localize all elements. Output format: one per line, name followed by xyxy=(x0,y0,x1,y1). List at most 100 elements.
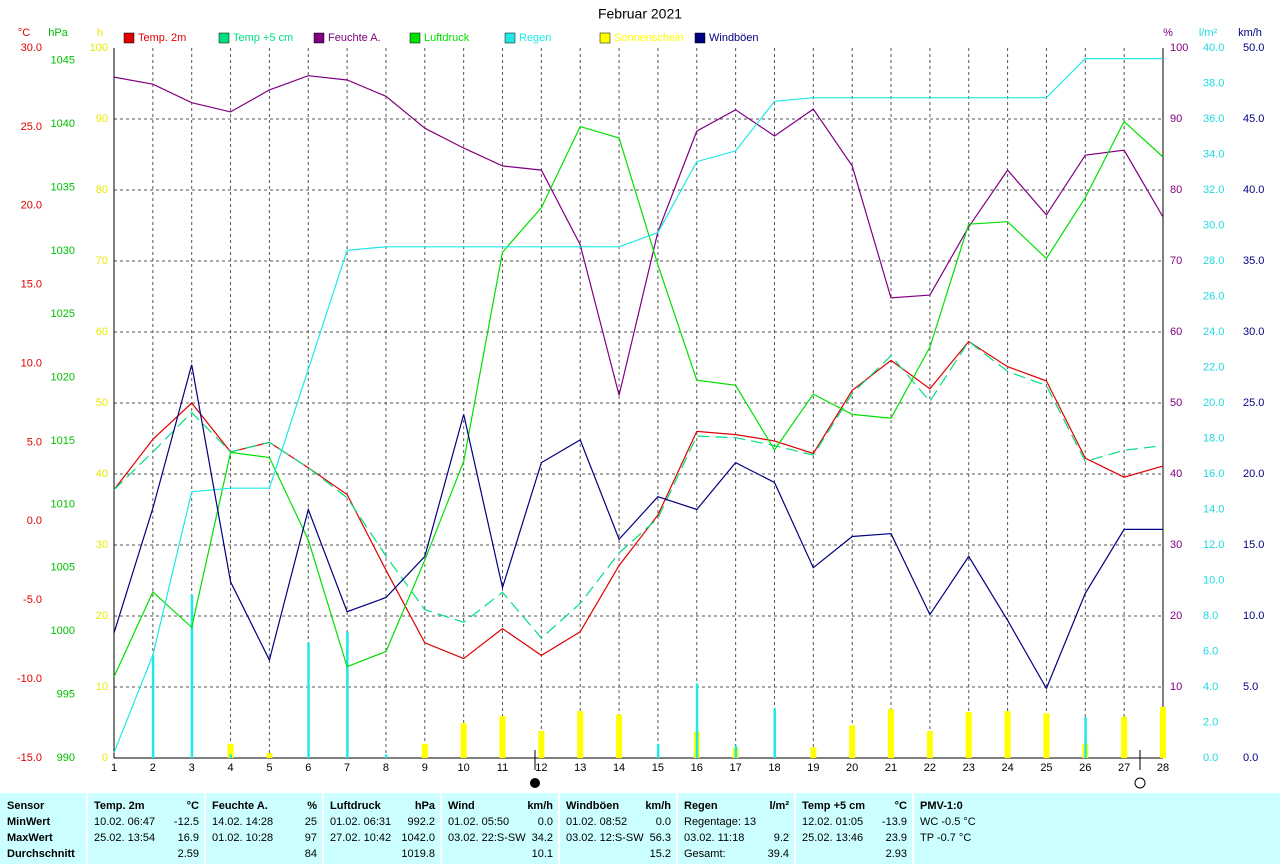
legend-label: Sonnenschein xyxy=(614,32,684,44)
cell-left: WC -0.5 °C xyxy=(920,816,976,828)
cell-left: 01.02. 08:52 xyxy=(566,816,627,828)
sunshine-bar xyxy=(810,747,817,758)
column-header: Temp +5 cm xyxy=(802,800,865,812)
y-tick-label: 20.0 xyxy=(1203,397,1224,409)
y-tick-label: 90 xyxy=(96,113,108,125)
legend-label: Windböen xyxy=(709,32,759,44)
y-tick-label: 30 xyxy=(1170,539,1182,551)
y-tick-label: 5.0 xyxy=(1243,681,1258,693)
y-tick-label: 70 xyxy=(96,255,108,267)
x-tick-label: 9 xyxy=(422,762,428,774)
cell-value: 23.9 xyxy=(886,832,907,844)
y-tick-label: 22.0 xyxy=(1203,361,1224,373)
y-tick-label: 1010 xyxy=(51,498,75,510)
y-tick-label: 4.0 xyxy=(1203,681,1218,693)
rain-bar xyxy=(190,594,194,758)
y-tick-label: 10 xyxy=(96,681,108,693)
row-label: Durchschnitt xyxy=(7,848,75,860)
rain-bar xyxy=(656,743,660,758)
cell-left: 03.02. 12:S-SW xyxy=(566,832,644,844)
x-tick-label: 21 xyxy=(885,762,897,774)
cell-value: 992.2 xyxy=(407,816,435,828)
y-tick-label: 1030 xyxy=(51,245,75,257)
y-tick-label: 40.0 xyxy=(1203,42,1224,54)
y-tick-label: 80 xyxy=(1170,184,1182,196)
axis-title: km/h xyxy=(1238,27,1262,39)
y-tick-label: 2.0 xyxy=(1203,716,1218,728)
cell-left: 25.02. 13:46 xyxy=(802,832,863,844)
y-tick-label: 0 xyxy=(102,752,108,764)
y-tick-label: 30.0 xyxy=(21,42,42,54)
y-tick-label: 26.0 xyxy=(1203,290,1224,302)
x-tick-label: 19 xyxy=(807,762,819,774)
y-tick-label: 100 xyxy=(1170,42,1188,54)
column-unit: °C xyxy=(187,800,199,812)
y-tick-label: -10.0 xyxy=(17,673,42,685)
legend-label: Luftdruck xyxy=(424,32,470,44)
column-header: Temp. 2m xyxy=(94,800,145,812)
sunshine-bar xyxy=(965,711,972,758)
y-tick-label: 20 xyxy=(1170,610,1182,622)
x-tick-label: 14 xyxy=(613,762,625,774)
x-tick-label: 1 xyxy=(111,762,117,774)
rain-bar xyxy=(346,631,349,758)
x-tick-label: 12 xyxy=(535,762,547,774)
full-moon-icon xyxy=(1134,777,1146,789)
x-tick-label: 25 xyxy=(1040,762,1052,774)
y-tick-label: 10.0 xyxy=(1203,574,1224,586)
rain-bar xyxy=(773,708,776,758)
cell-left: Regentage: 13 xyxy=(684,816,756,828)
y-tick-label: 90 xyxy=(1170,113,1182,125)
x-tick-label: 23 xyxy=(963,762,975,774)
stats-table: Sensor MinWert MaxWert Durchschnitt Temp. 2m… xyxy=(7,793,976,864)
x-tick-label: 24 xyxy=(1001,762,1013,774)
cell-value: -13.9 xyxy=(882,816,907,828)
rain-bar xyxy=(151,655,155,758)
y-tick-label: 10 xyxy=(1170,681,1182,693)
sunshine-bar xyxy=(421,743,428,758)
y-tick-label: 70 xyxy=(1170,255,1182,267)
x-tick-label: 4 xyxy=(227,762,233,774)
y-tick-label: 40 xyxy=(96,468,108,480)
cell-value: 25 xyxy=(305,816,317,828)
column-unit: % xyxy=(307,800,317,812)
x-tick-label: 6 xyxy=(305,762,311,774)
sunshine-bar xyxy=(460,723,467,758)
y-tick-label: 1035 xyxy=(51,181,75,193)
y-tick-label: 20.0 xyxy=(1243,468,1264,480)
cell-value: -12.5 xyxy=(174,816,199,828)
x-tick-label: 18 xyxy=(768,762,780,774)
cell-left: 14.02. 14:28 xyxy=(212,816,273,828)
series-line xyxy=(113,340,1164,660)
x-tick-label: 8 xyxy=(383,762,389,774)
x-tick-label: 13 xyxy=(574,762,586,774)
column-header: PMV-1:0 xyxy=(920,800,963,812)
y-tick-label: 50.0 xyxy=(1243,42,1264,54)
cell-value: 15.2 xyxy=(650,848,671,860)
y-tick-label: 15.0 xyxy=(1243,539,1264,551)
cell-value: 34.2 xyxy=(532,832,553,844)
legend-swatch xyxy=(504,32,516,44)
y-tick-label: 18.0 xyxy=(1203,432,1224,444)
new-moon-icon xyxy=(530,778,540,788)
x-tick-label: 3 xyxy=(189,762,195,774)
y-tick-label: 20 xyxy=(96,610,108,622)
column-header: Windböen xyxy=(566,800,619,812)
cell-value: 2.59 xyxy=(178,848,199,860)
x-tick-label: 20 xyxy=(846,762,858,774)
y-tick-label: 20.0 xyxy=(21,200,42,212)
cell-left: TP -0.7 °C xyxy=(920,832,971,844)
cell-value: 0.0 xyxy=(538,816,553,828)
cell-value: 1042.0 xyxy=(401,832,435,844)
sunshine-bar xyxy=(849,725,856,758)
series-line xyxy=(113,120,1164,678)
legend-swatch xyxy=(313,32,325,44)
y-tick-label: 990 xyxy=(57,752,75,764)
legend-swatch xyxy=(218,32,230,44)
sunshine-bar xyxy=(1121,716,1128,758)
cell-value: 16.9 xyxy=(178,832,199,844)
y-tick-label: 40 xyxy=(1170,468,1182,480)
cell-value: 9.2 xyxy=(774,832,789,844)
grid xyxy=(114,48,1163,758)
